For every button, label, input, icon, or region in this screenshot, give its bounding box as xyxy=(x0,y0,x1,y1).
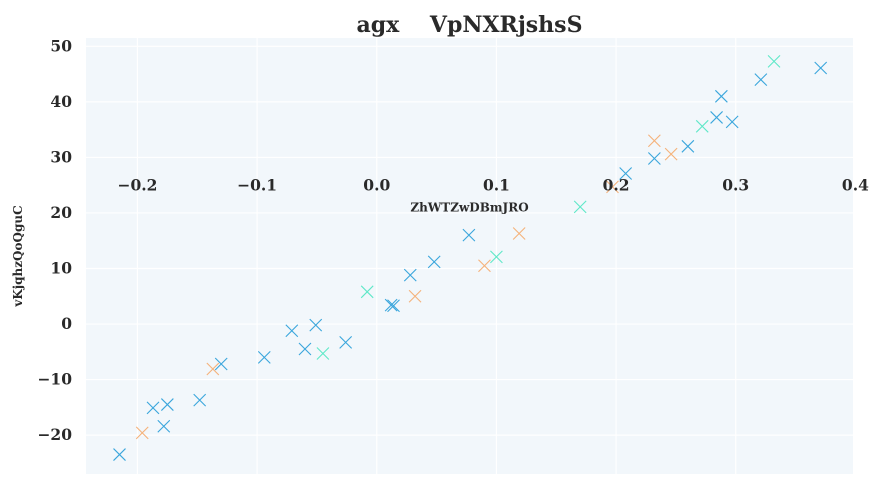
data-point xyxy=(157,419,171,433)
x-tick-label: −0.2 xyxy=(117,176,157,195)
data-point xyxy=(360,285,374,299)
x-tick-labels: −0.2 −0.1 0.0 0.1 0.2 0.3 0.4 xyxy=(117,176,869,195)
data-point xyxy=(285,324,299,338)
y-axis-label: vKjqhzQoQguC xyxy=(11,205,25,307)
data-point xyxy=(681,139,695,153)
data-point xyxy=(767,54,781,68)
data-point xyxy=(725,115,739,129)
y-tick-label: 10 xyxy=(50,258,72,277)
x-axis-label: ZhWTZwDBmJRO xyxy=(410,201,528,215)
data-point xyxy=(206,362,220,376)
x-tick-label: 0.4 xyxy=(842,176,869,195)
y-tick-labels: 50 40 30 20 10 0 −10 −20 xyxy=(37,36,72,444)
data-point xyxy=(339,335,353,349)
data-point xyxy=(647,152,661,165)
data-point xyxy=(214,357,228,371)
data-point xyxy=(146,401,160,415)
data-point xyxy=(135,426,149,440)
data-point xyxy=(490,250,503,264)
data-point xyxy=(408,289,422,303)
data-point xyxy=(403,268,417,282)
x-tick-label: 0.3 xyxy=(722,176,749,195)
data-point xyxy=(309,318,323,332)
data-point xyxy=(664,147,678,161)
data-point xyxy=(160,398,174,411)
data-point xyxy=(193,393,207,407)
data-point xyxy=(387,299,400,313)
data-points xyxy=(113,54,828,461)
y-tick-label: 40 xyxy=(50,92,72,111)
y-tick-label: 20 xyxy=(50,203,72,222)
grid-lines xyxy=(86,38,856,474)
data-point xyxy=(512,227,526,240)
data-point xyxy=(478,259,491,273)
data-point xyxy=(462,228,476,242)
y-tick-label: 50 xyxy=(50,36,72,55)
plot-area xyxy=(86,38,853,474)
x-tick-label: −0.1 xyxy=(237,176,277,195)
data-point xyxy=(814,61,828,75)
x-tick-label: 0.1 xyxy=(483,176,510,195)
chart-title: agx VpNXRjshsS xyxy=(357,12,583,38)
data-point xyxy=(113,448,126,461)
data-point xyxy=(573,200,587,214)
y-tick-label: 30 xyxy=(50,147,72,166)
data-point xyxy=(714,89,728,103)
data-point xyxy=(710,111,723,124)
data-point xyxy=(316,347,330,360)
data-point xyxy=(619,167,633,180)
data-point xyxy=(754,73,768,87)
data-point xyxy=(695,119,709,133)
y-tick-label: −10 xyxy=(37,370,72,389)
data-point xyxy=(606,180,619,194)
x-tick-label: 0.0 xyxy=(363,176,390,195)
data-point xyxy=(298,342,312,356)
x-tick-label: 0.2 xyxy=(603,176,630,195)
data-point xyxy=(647,134,661,148)
y-tick-label: 0 xyxy=(61,314,72,333)
y-tick-label: −20 xyxy=(37,425,72,444)
data-point xyxy=(257,350,271,364)
data-point xyxy=(384,298,398,312)
data-point xyxy=(427,255,441,269)
